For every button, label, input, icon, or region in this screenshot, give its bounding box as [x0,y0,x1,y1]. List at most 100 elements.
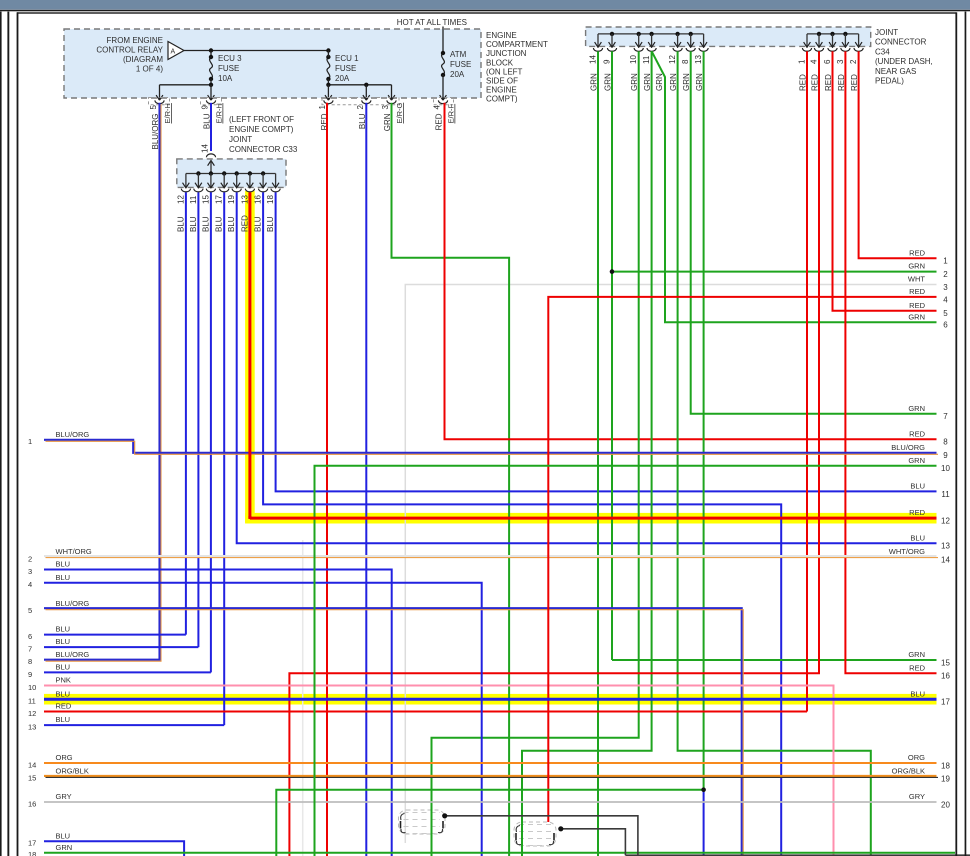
svg-text:12: 12 [176,195,185,204]
svg-text:2: 2 [943,270,948,279]
svg-text:GRN: GRN [590,73,599,91]
svg-text:11: 11 [941,490,950,499]
svg-text:RED: RED [837,74,846,91]
svg-text:(DIAGRAM: (DIAGRAM [123,55,163,64]
svg-text:BLU: BLU [203,113,212,129]
svg-text:4: 4 [943,295,948,304]
svg-text:(ON LEFT: (ON LEFT [486,67,523,76]
svg-text:BLU: BLU [910,482,925,491]
svg-text:RED: RED [909,429,925,438]
svg-text:COMPARTMENT: COMPARTMENT [486,40,548,49]
svg-text:NEAR GAS: NEAR GAS [875,67,916,76]
svg-text:FUSE: FUSE [450,60,471,69]
svg-text:RED: RED [909,508,925,517]
svg-text:RED: RED [799,74,808,91]
svg-text:BLU: BLU [227,216,236,232]
svg-text:5: 5 [28,606,32,615]
svg-text:ATM: ATM [450,50,467,59]
svg-text:GRN: GRN [908,650,925,659]
svg-text:6: 6 [943,321,948,330]
svg-text:1: 1 [318,105,327,110]
svg-text:WHT/ORG: WHT/ORG [56,547,92,556]
svg-text:ORG: ORG [908,753,925,762]
svg-text:12: 12 [28,709,36,718]
svg-text:CONNECTOR: CONNECTOR [875,38,927,47]
svg-text:16: 16 [254,195,263,204]
svg-text:4: 4 [28,580,32,589]
svg-text:1 OF 4): 1 OF 4) [136,65,163,74]
svg-text:3: 3 [381,105,390,110]
svg-text:GRY: GRY [56,792,72,801]
svg-text:1: 1 [943,257,948,266]
svg-text:GRN: GRN [383,113,392,131]
svg-text:GRN: GRN [682,73,691,91]
svg-text:RED: RED [909,248,925,257]
svg-text:5: 5 [149,105,158,110]
svg-text:13: 13 [694,55,703,64]
svg-text:12: 12 [941,517,950,526]
svg-text:GRN: GRN [630,73,639,91]
svg-text:ECU 3: ECU 3 [218,54,242,63]
svg-text:11: 11 [642,55,651,64]
svg-text:COMPT): COMPT) [486,95,518,104]
svg-text:4: 4 [433,105,442,110]
svg-text:RED: RED [909,663,925,672]
svg-text:7: 7 [28,645,32,654]
svg-text:8: 8 [681,59,690,64]
svg-text:GRN: GRN [56,843,73,852]
svg-text:RED: RED [56,702,72,711]
svg-text:19: 19 [227,195,236,204]
svg-text:6: 6 [28,632,32,641]
svg-text:1: 1 [28,437,32,446]
svg-text:JOINT: JOINT [875,28,898,37]
svg-text:(UNDER DASH,: (UNDER DASH, [875,57,933,66]
svg-text:BLU: BLU [56,637,71,646]
svg-text:BLU: BLU [266,216,275,232]
svg-text:E/R-H: E/R-H [163,103,172,123]
svg-text:BLU: BLU [201,216,210,232]
svg-text:20A: 20A [335,74,350,83]
svg-text:BLU: BLU [176,216,185,232]
svg-text:7: 7 [943,412,948,421]
svg-text:16: 16 [28,799,36,808]
svg-text:14: 14 [589,55,598,64]
svg-text:15: 15 [28,774,36,783]
svg-text:BLU/ORG: BLU/ORG [56,599,90,608]
svg-text:BLU: BLU [56,663,71,672]
svg-text:8: 8 [943,438,948,447]
svg-text:BLU/ORG: BLU/ORG [891,443,925,452]
svg-text:GRN: GRN [908,262,925,271]
svg-text:(LEFT FRONT OF: (LEFT FRONT OF [229,115,294,124]
svg-text:HOT AT ALL TIMES: HOT AT ALL TIMES [397,18,467,27]
svg-text:GRN: GRN [643,73,652,91]
svg-text:C34: C34 [875,47,890,56]
svg-text:FUSE: FUSE [218,64,239,73]
svg-text:BLU/ORG: BLU/ORG [56,650,90,659]
svg-text:GRN: GRN [908,404,925,413]
svg-text:GRN: GRN [604,73,613,91]
svg-text:BLU: BLU [910,533,925,542]
svg-text:BLU: BLU [56,831,71,840]
svg-text:FROM ENGINE: FROM ENGINE [107,36,163,45]
svg-text:18: 18 [266,195,275,204]
svg-text:CONNECTOR C33: CONNECTOR C33 [229,145,298,154]
svg-text:E/R-F: E/R-F [447,104,456,124]
svg-text:14: 14 [201,144,210,153]
svg-text:RED: RED [811,74,820,91]
svg-text:BLU: BLU [189,216,198,232]
svg-text:BLU: BLU [56,689,71,698]
svg-text:RED: RED [240,215,249,232]
svg-text:BLU: BLU [56,625,71,634]
svg-text:ORG: ORG [56,753,73,762]
svg-text:10A: 10A [218,74,233,83]
svg-text:9: 9 [603,59,612,64]
svg-text:8: 8 [28,657,32,666]
svg-text:ECU 1: ECU 1 [335,54,359,63]
svg-text:20A: 20A [450,70,465,79]
svg-text:19: 19 [941,775,950,784]
svg-text:WHT/ORG: WHT/ORG [889,547,925,556]
svg-text:13: 13 [941,542,950,551]
svg-text:6: 6 [823,59,832,64]
svg-text:20: 20 [941,800,950,809]
svg-text:14: 14 [941,555,950,564]
